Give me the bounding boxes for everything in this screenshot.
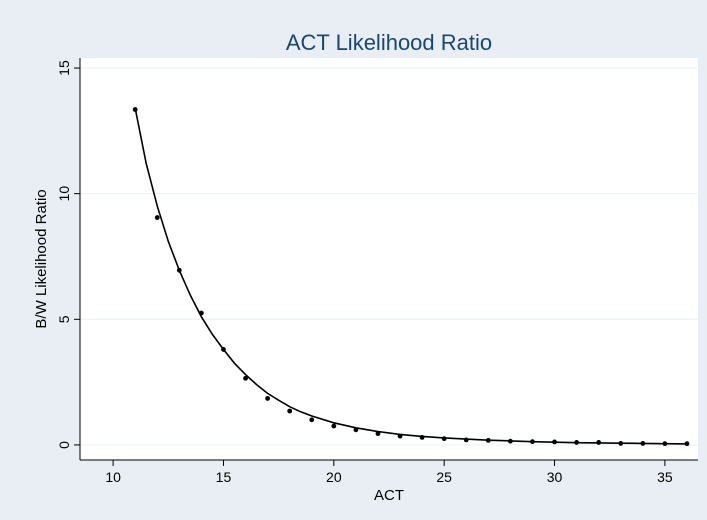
data-point: [662, 441, 668, 447]
data-point: [176, 267, 182, 273]
data-point: [530, 439, 535, 445]
data-point: [618, 441, 624, 446]
data-point: [485, 438, 491, 443]
y-tick-label: 15: [56, 60, 72, 76]
data-points: [132, 107, 690, 447]
x-tick-label: 25: [436, 469, 452, 485]
y-tick-label: 0: [56, 441, 72, 449]
data-point: [331, 423, 337, 429]
data-point: [552, 439, 557, 445]
x-tick-label: 10: [105, 469, 121, 485]
data-point: [154, 215, 160, 220]
fit-curve-layer: [134, 108, 688, 445]
data-point: [287, 408, 293, 414]
data-point: [132, 107, 138, 112]
data-point: [309, 417, 315, 423]
axes: 10 15 20 25 30 35 0 5 10 15: [56, 58, 698, 485]
data-point: [419, 434, 425, 440]
data-point: [265, 396, 271, 401]
fit-curve: [134, 108, 688, 445]
data-point: [507, 438, 513, 444]
data-point: [640, 441, 646, 446]
x-tick-label: 30: [547, 469, 563, 485]
x-tick-label: 15: [216, 469, 232, 485]
data-point: [397, 433, 403, 439]
data-point: [375, 431, 381, 437]
data-point: [441, 436, 447, 442]
x-tick-label: 35: [657, 469, 673, 485]
data-point: [574, 440, 580, 445]
data-point: [198, 310, 204, 316]
data-point: [221, 347, 226, 352]
x-axis-label: ACT: [374, 487, 404, 504]
chart-title: ACT Likelihood Ratio: [286, 30, 492, 55]
y-axis-label: B/W Likelihood Ratio: [33, 189, 50, 328]
data-point: [243, 375, 248, 381]
grid-lines: [80, 67, 698, 446]
y-tick-label: 10: [56, 186, 72, 202]
data-point: [684, 441, 690, 447]
data-point: [353, 427, 359, 433]
data-point: [596, 440, 602, 445]
data-point: [463, 437, 469, 443]
y-tick-label: 5: [56, 315, 72, 323]
x-tick-label: 20: [326, 469, 342, 485]
plot-area: [80, 58, 698, 460]
